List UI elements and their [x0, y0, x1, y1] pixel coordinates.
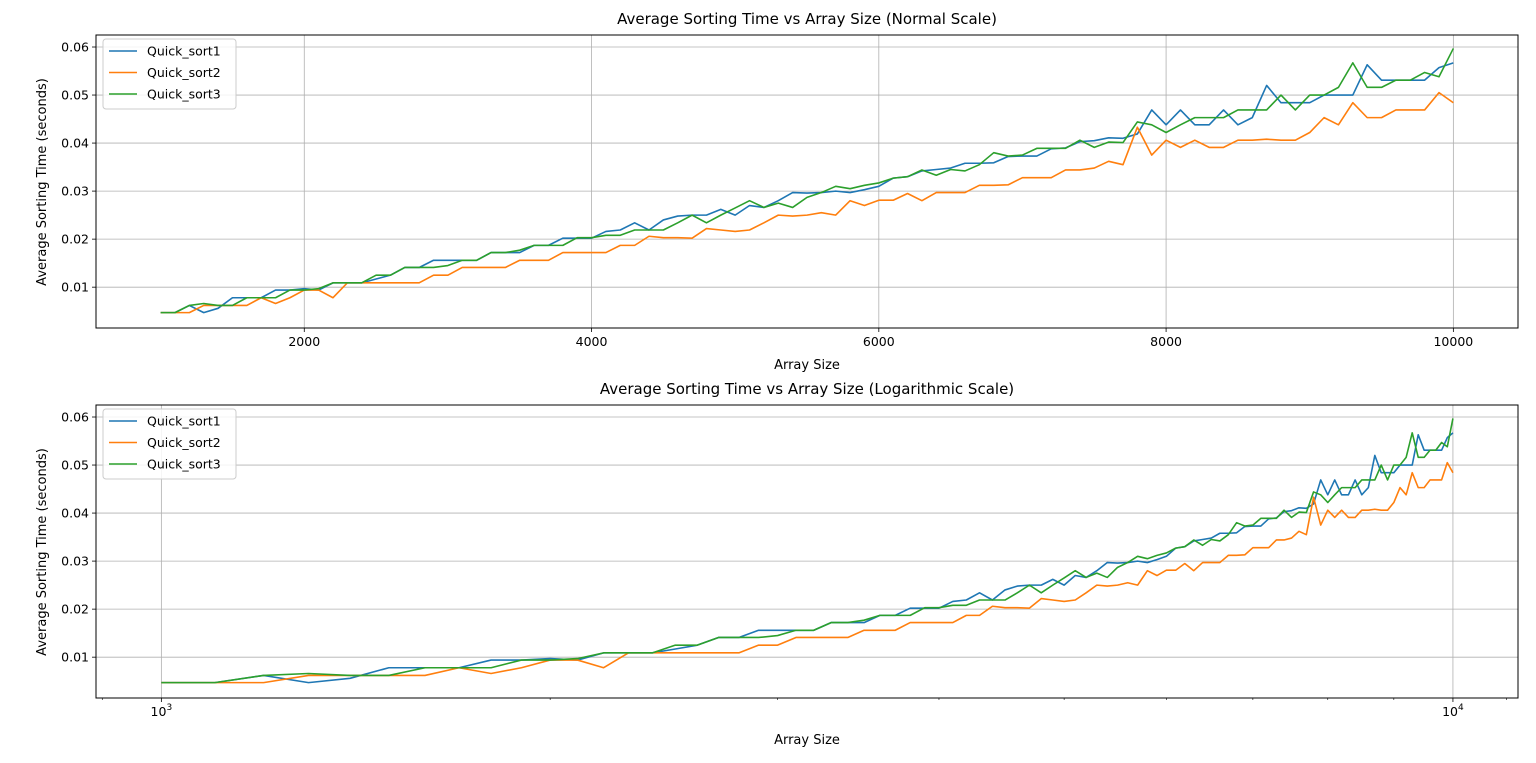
- x-tick-label: 8000: [1150, 334, 1182, 349]
- legend: Quick_sort1 Quick_sort2 Quick_sort3: [102, 408, 237, 480]
- y-tick-label: 0.06: [61, 410, 89, 425]
- x-tick-label: 10000: [1433, 334, 1473, 349]
- plot-frame: [95, 34, 1519, 329]
- x-tick-label: 4000: [576, 334, 608, 349]
- plot-area: [96, 35, 1518, 328]
- normal-scale-chart: 2000 4000 6000 8000 10000 0.010.020.030.040.…: [35, 10, 1519, 373]
- x-axis-ticks: 103 104: [101, 698, 1507, 719]
- plot-frame: [95, 404, 1519, 699]
- chart-title: Average Sorting Time vs Array Size (Norm…: [617, 10, 997, 28]
- y-tick-label: 0.04: [61, 506, 89, 521]
- y-tick-label: 0.01: [61, 280, 89, 295]
- x-tick-label-base: 10: [1442, 704, 1458, 719]
- x-tick-label: 104: [1442, 703, 1464, 719]
- y-tick-label: 0.03: [61, 184, 89, 199]
- y-tick-label: 0.01: [61, 650, 89, 665]
- x-axis-label: Array Size: [774, 733, 840, 748]
- legend-label: Quick_sort1: [147, 44, 221, 59]
- legend: Quick_sort1 Quick_sort2 Quick_sort3: [102, 38, 237, 110]
- x-tick-label: 2000: [288, 334, 320, 349]
- y-tick-label: 0.02: [61, 232, 89, 247]
- y-axis-ticks: 0.01 0.02 0.03 0.04 0.05 0.06: [61, 40, 96, 295]
- log-scale-chart: 103 104 0.010.020.030.040.050.06 Average …: [35, 380, 1519, 748]
- y-tick-label: 0.03: [61, 554, 89, 569]
- series-layer: [160, 48, 1455, 314]
- y-tick-label: 0.04: [61, 136, 89, 151]
- legend-box: [102, 38, 237, 110]
- x-tick-label: 6000: [863, 334, 895, 349]
- x-tick-label-exponent: 4: [1458, 703, 1464, 713]
- x-axis-ticks: 2000 4000 6000 8000 10000: [288, 328, 1473, 349]
- legend-label: Quick_sort3: [147, 457, 221, 472]
- series-line-quick-sort1: [160, 62, 1454, 314]
- grid: [96, 405, 1518, 698]
- x-tick-label: 103: [151, 703, 173, 719]
- legend-label: Quick_sort2: [147, 435, 221, 450]
- chart-title: Average Sorting Time vs Array Size (Loga…: [600, 380, 1014, 398]
- legend-box: [102, 408, 237, 480]
- y-axis-label: Average Sorting Time (seconds): [35, 448, 50, 656]
- legend-label: Quick_sort1: [147, 414, 221, 429]
- y-axis-label: Average Sorting Time (seconds): [35, 78, 50, 286]
- y-tick-label: 0.02: [61, 602, 89, 617]
- series-line-quick-sort1: [161, 432, 1454, 684]
- series-line-quick-sort2: [161, 461, 1454, 684]
- x-tick-label-base: 10: [151, 704, 167, 719]
- y-tick-label: 0.05: [61, 458, 89, 473]
- series-line-quick-sort3: [161, 418, 1454, 684]
- y-tick-label: 0.06: [61, 40, 89, 55]
- series-line-quick-sort2: [160, 91, 1454, 314]
- legend-label: Quick_sort3: [147, 87, 221, 102]
- legend-label: Quick_sort2: [147, 65, 221, 80]
- series-layer: [161, 418, 1454, 684]
- y-axis-ticks: 0.01 0.02 0.03 0.04 0.05 0.06: [61, 410, 96, 665]
- grid: [96, 35, 1518, 328]
- y-tick-label: 0.05: [61, 88, 89, 103]
- x-axis-label: Array Size: [774, 358, 840, 373]
- series-line-quick-sort3: [160, 48, 1455, 314]
- plot-area: [96, 405, 1518, 698]
- x-tick-label-exponent: 3: [166, 703, 172, 713]
